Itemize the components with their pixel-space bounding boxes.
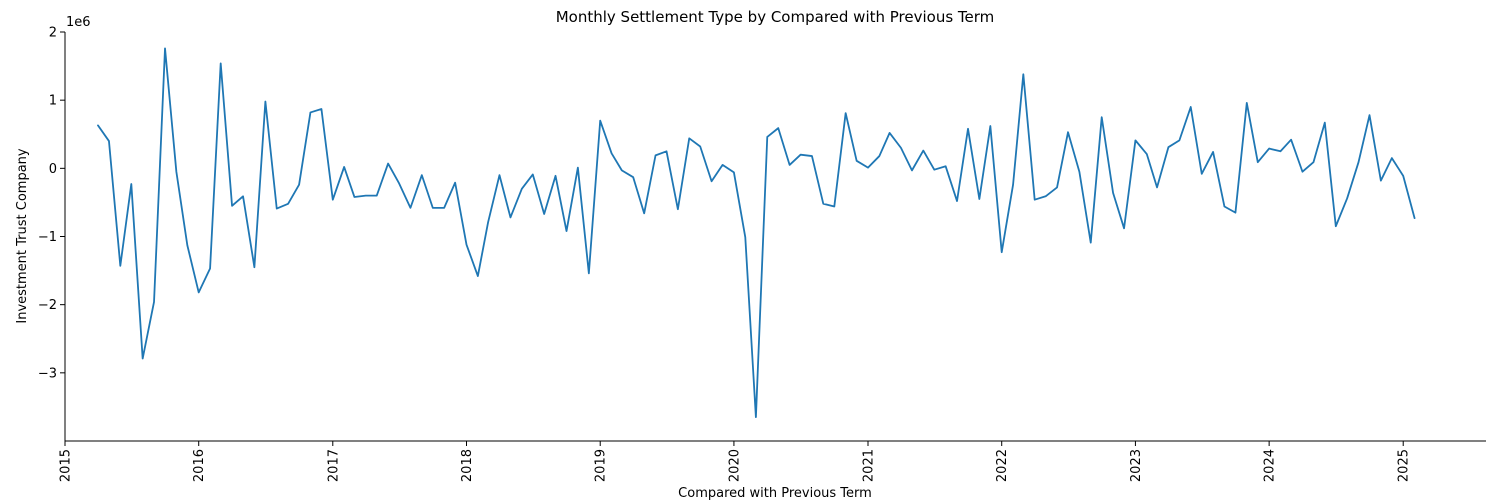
y-tick-label: −2 bbox=[38, 298, 57, 313]
x-tick-label: 2021 bbox=[861, 449, 876, 482]
y-tick-label: −3 bbox=[38, 366, 57, 381]
y-axis-label: Investment Trust Company bbox=[15, 148, 30, 324]
x-tick-label: 2018 bbox=[460, 449, 475, 482]
x-tick-label: 2020 bbox=[727, 449, 742, 482]
x-tick-label: 2017 bbox=[326, 449, 341, 482]
y-axis-ticks: −3 −2 −1 0 1 2 bbox=[38, 26, 65, 381]
x-tick-label: 2024 bbox=[1263, 449, 1278, 482]
plot-area bbox=[97, 47, 1416, 419]
y-tick-label: 2 bbox=[49, 26, 57, 41]
x-tick-label: 2015 bbox=[59, 449, 74, 482]
x-tick-label: 2023 bbox=[1129, 449, 1144, 482]
series-line bbox=[97, 47, 1416, 419]
x-tick-label: 2019 bbox=[594, 449, 609, 482]
x-tick-label: 2022 bbox=[995, 449, 1010, 482]
chart-title: Monthly Settlement Type by Compared with… bbox=[556, 8, 995, 26]
y-offset-label: 1e6 bbox=[66, 15, 91, 30]
y-tick-label: 0 bbox=[49, 162, 57, 177]
y-tick-label: 1 bbox=[49, 94, 57, 109]
x-tick-label: 2025 bbox=[1397, 449, 1412, 482]
x-axis-label: Compared with Previous Term bbox=[678, 486, 872, 500]
x-tick-label: 2016 bbox=[192, 449, 207, 482]
x-axis-ticks: 2015 2016 2017 2018 2019 2020 2021 2022 2023 2024… bbox=[59, 441, 1412, 482]
y-tick-label: −1 bbox=[38, 230, 57, 245]
